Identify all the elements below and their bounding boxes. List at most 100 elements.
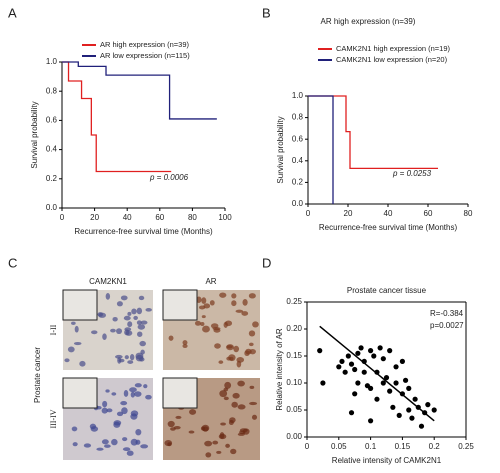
nucleus <box>129 354 135 361</box>
x-tick-label: 100 <box>218 213 232 222</box>
nucleus <box>123 315 131 321</box>
nucleus <box>229 417 236 423</box>
nucleus <box>242 299 248 306</box>
nucleus <box>231 293 237 299</box>
nucleus <box>121 407 128 415</box>
point <box>374 369 380 375</box>
nucleus <box>235 309 244 313</box>
nucleus <box>124 327 132 332</box>
nucleus <box>140 320 148 325</box>
nucleus <box>67 346 75 353</box>
point <box>348 410 355 416</box>
nucleus <box>236 360 242 368</box>
point <box>387 348 393 354</box>
nucleus <box>139 340 146 347</box>
survival-curve <box>308 95 438 170</box>
nucleus <box>120 295 128 301</box>
x-tick-label: 0 <box>60 213 65 222</box>
nucleus <box>188 430 195 434</box>
nucleus <box>110 328 116 333</box>
nucleus <box>164 440 173 447</box>
point <box>387 388 393 394</box>
nucleus <box>125 330 133 336</box>
point <box>412 396 418 402</box>
x-tick-label: 0 <box>305 442 310 451</box>
point <box>336 364 342 370</box>
y-tick-label: 0.4 <box>292 156 304 165</box>
nucleus <box>79 360 86 367</box>
nucleus <box>133 315 138 321</box>
nucleus <box>224 320 233 327</box>
column-label: AR <box>205 277 216 286</box>
panel-label: B <box>262 5 271 20</box>
nucleus <box>102 400 108 408</box>
y-tick-label: 0.6 <box>292 134 304 143</box>
x-tick-label: 0.15 <box>395 442 411 451</box>
nucleus <box>135 352 144 360</box>
nucleus <box>216 450 222 454</box>
y-tick-label: 0.25 <box>286 297 302 306</box>
point <box>396 412 402 418</box>
stat-annotation: p=0.0027 <box>430 321 464 330</box>
nucleus <box>248 342 254 347</box>
y-tick-label: 0.00 <box>286 432 302 441</box>
nucleus <box>182 340 188 346</box>
nucleus <box>237 380 245 387</box>
nucleus <box>252 321 259 328</box>
point <box>320 380 326 386</box>
panel-label: A <box>8 5 17 20</box>
nucleus <box>73 341 82 346</box>
point <box>409 415 415 421</box>
y-tick-label: 0.4 <box>46 145 58 154</box>
nucleus <box>116 301 123 307</box>
row-label: III-IV <box>49 409 58 428</box>
nucleus <box>127 321 133 328</box>
nucleus <box>214 343 221 349</box>
nucleus <box>219 390 228 398</box>
nucleus <box>223 387 229 392</box>
nucleus <box>131 308 137 315</box>
nucleus <box>249 401 258 406</box>
nucleus <box>137 324 146 330</box>
point <box>406 385 412 391</box>
legend-label: AR high expression (n=39) <box>100 40 190 49</box>
nucleus <box>230 448 237 455</box>
point <box>355 350 361 356</box>
nucleus <box>168 335 174 341</box>
stat-annotation: R=-0.384 <box>430 309 464 318</box>
nucleus <box>105 389 110 393</box>
chart-title: Prostate cancer tissue <box>347 286 427 295</box>
panel-label: C <box>8 255 17 270</box>
y-tick-label: 0.0 <box>292 199 304 208</box>
x-tick-label: 80 <box>188 213 197 222</box>
point <box>317 348 323 354</box>
nucleus <box>111 392 117 396</box>
y-tick-label: 0.10 <box>286 378 302 387</box>
y-axis-label: Survival probability <box>276 116 285 183</box>
p-value: p = 0.0006 <box>149 173 189 182</box>
point <box>368 385 374 391</box>
y-tick-label: 0.6 <box>46 116 58 125</box>
nucleus <box>220 422 226 426</box>
point <box>352 391 358 397</box>
point <box>345 353 351 359</box>
point <box>355 380 361 386</box>
survival-curve <box>62 61 217 120</box>
nucleus <box>232 392 240 399</box>
y-axis-label: Survival probability <box>30 101 39 168</box>
point <box>339 358 345 364</box>
nucleus <box>130 438 138 446</box>
nucleus <box>140 444 149 449</box>
nucleus <box>135 439 141 445</box>
point <box>383 375 390 381</box>
nucleus <box>96 405 102 410</box>
nucleus <box>91 330 98 335</box>
x-tick-label: 60 <box>155 213 164 222</box>
nucleus <box>251 414 258 420</box>
nucleus <box>233 345 240 353</box>
nucleus <box>127 360 134 364</box>
nucleus <box>205 452 212 458</box>
nucleus <box>219 432 225 439</box>
legend-label: AR low expression (n=115) <box>100 51 190 60</box>
